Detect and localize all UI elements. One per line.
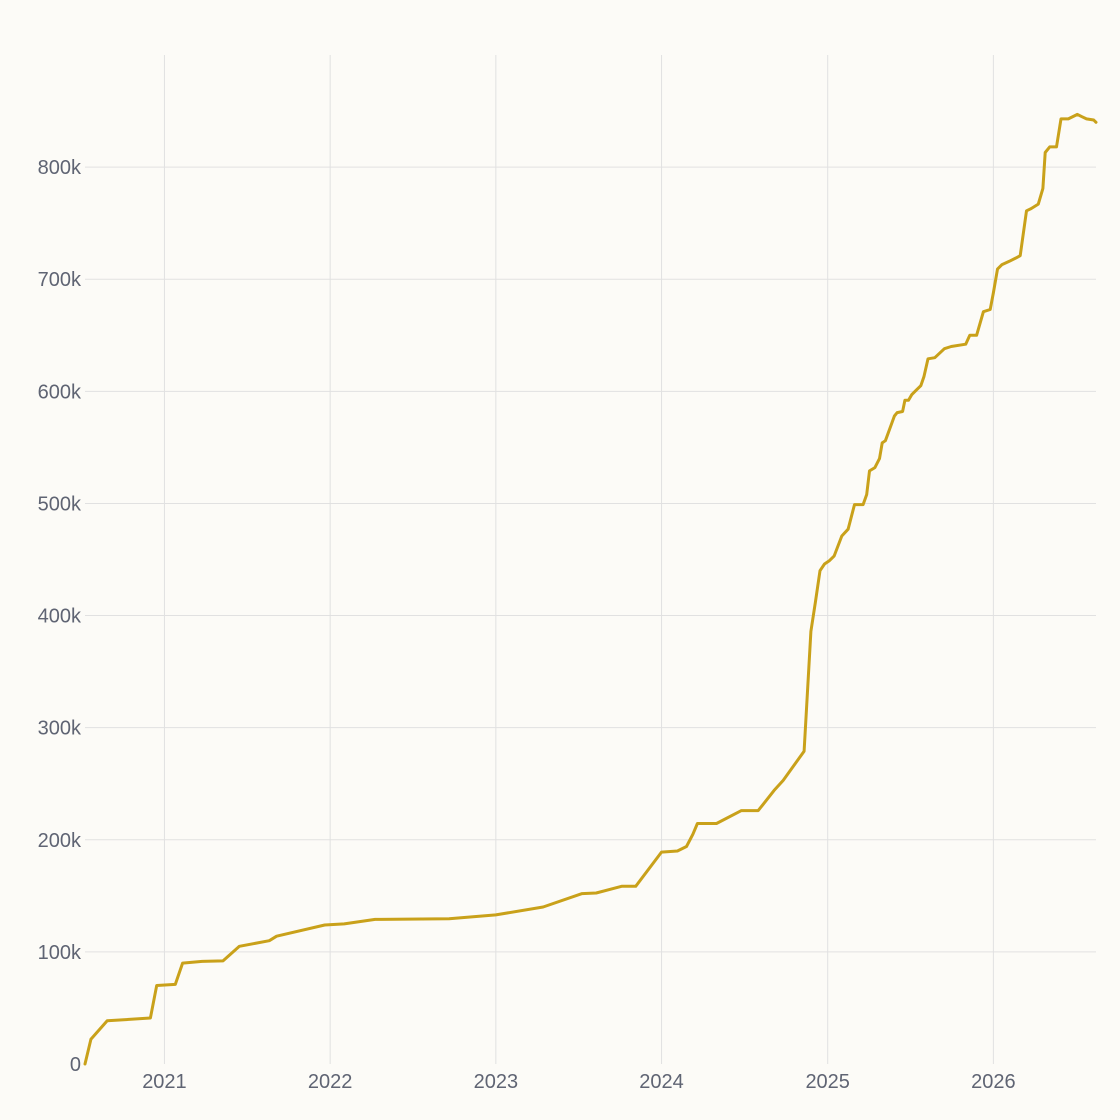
series-lines <box>83 112 1098 1066</box>
y-tick-label: 700k <box>38 269 82 291</box>
y-axis-tick-labels: 0 100k 200k 300k 400k 500k 600k 700k 800k <box>38 157 82 1076</box>
series-line-0 <box>83 112 1098 1066</box>
x-tick-label: 2023 <box>474 1071 519 1093</box>
x-axis-tick-labels: 2021 2022 2023 2024 2025 2026 <box>142 1071 1015 1093</box>
y-tick-label: 500k <box>38 493 82 515</box>
y-tick-label: 300k <box>38 718 82 740</box>
x-tick-label: 2021 <box>142 1071 187 1093</box>
y-tick-label: 100k <box>38 942 82 964</box>
x-tick-label: 2022 <box>308 1071 353 1093</box>
y-tick-label: 600k <box>38 381 82 403</box>
x-tick-label: 2024 <box>639 1071 684 1093</box>
grid-lines <box>85 55 1096 1064</box>
x-tick-label: 2026 <box>971 1071 1016 1093</box>
y-tick-label: 800k <box>38 157 82 179</box>
y-tick-label: 400k <box>38 606 82 628</box>
x-tick-label: 2025 <box>805 1071 850 1093</box>
y-tick-label: 200k <box>38 830 82 852</box>
y-tick-label: 0 <box>70 1054 81 1076</box>
